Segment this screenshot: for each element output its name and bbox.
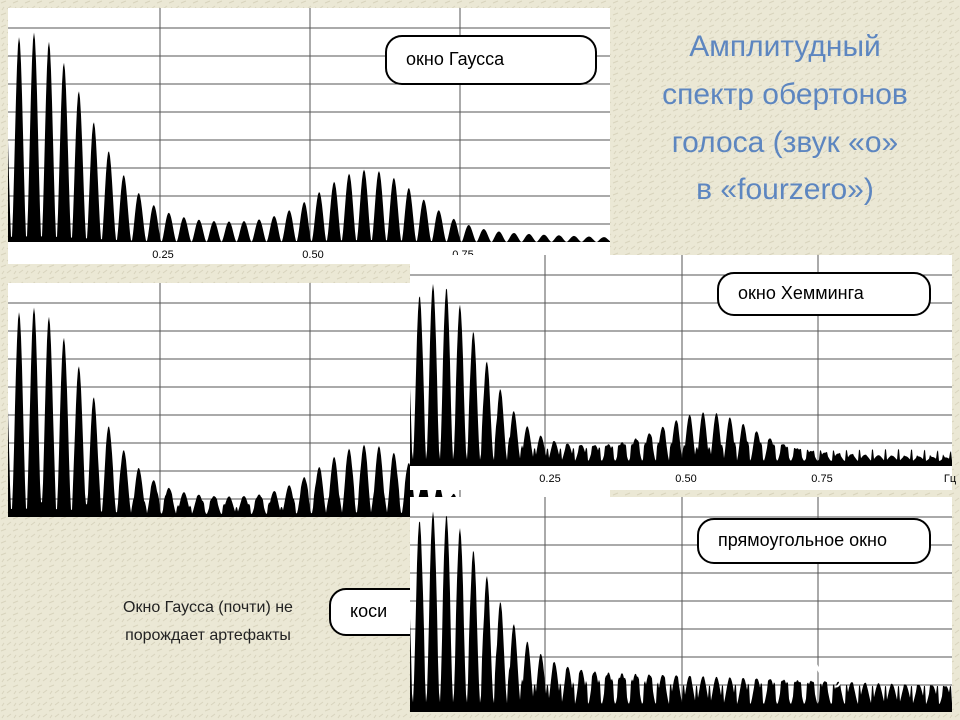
caption-line: порождает артефакты — [125, 627, 291, 644]
window-label: окно Хемминга — [738, 283, 865, 303]
spectrum — [410, 511, 952, 712]
title-line: в «fourzero») — [696, 173, 874, 206]
spectrum — [8, 307, 610, 517]
window-label-box — [385, 35, 597, 85]
x-tick-label: 0.50 — [302, 249, 323, 261]
spectrum — [8, 32, 610, 242]
spectrum-panel: окно Хемминга 0.25 0.50 0.75 Гц — [410, 255, 957, 490]
x-tick-label: 0.75 — [811, 473, 832, 485]
window-label: прямоугольное окно — [718, 530, 887, 550]
window-label-box — [697, 518, 931, 564]
window-label: коси — [350, 601, 387, 621]
x-tick-label: 0.50 — [675, 473, 696, 485]
window-label-box — [717, 272, 931, 316]
spectrum-panel: прямоугольное окно — [410, 497, 952, 712]
x-tick-label: 0.25 — [539, 473, 560, 485]
caption-line: Окно Гаусса (почти) не — [123, 599, 293, 616]
title-line: голоса (звук «о» — [672, 126, 898, 159]
window-label: окно Гаусса — [406, 49, 505, 69]
x-tick-label: Гц — [944, 473, 957, 485]
title: Амплитудный спектр обертонов голоса (зву… — [662, 30, 908, 206]
watermark: MyShared — [812, 658, 931, 688]
title-line: спектр обертонов — [662, 78, 908, 111]
x-tick-label: 0.25 — [152, 249, 173, 261]
spectrum — [410, 283, 952, 466]
title-line: Амплитудный — [689, 30, 881, 63]
